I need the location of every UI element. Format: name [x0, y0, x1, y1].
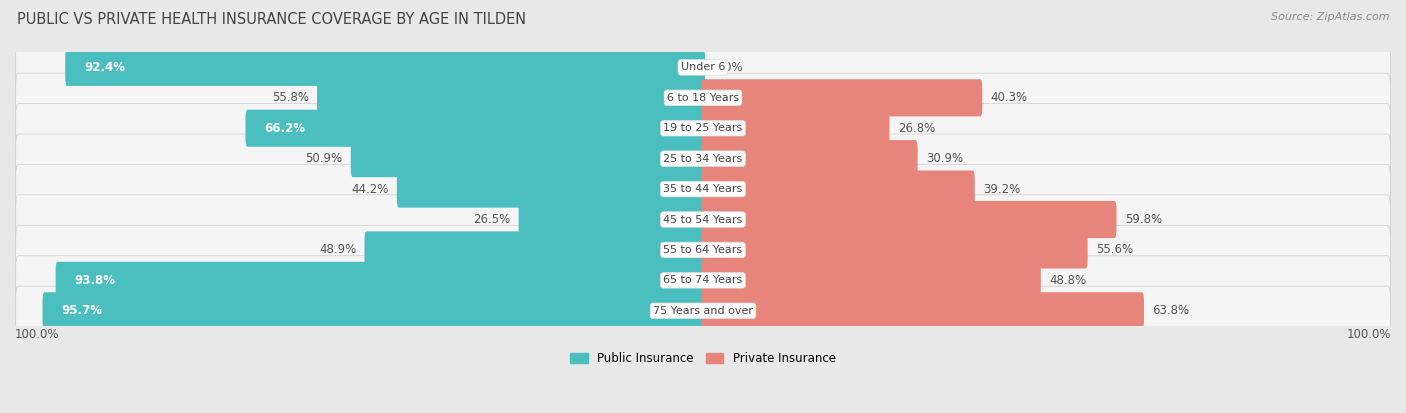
Text: 45 to 54 Years: 45 to 54 Years [664, 214, 742, 225]
FancyBboxPatch shape [350, 140, 704, 177]
Text: 63.8%: 63.8% [1153, 304, 1189, 317]
FancyBboxPatch shape [15, 256, 1391, 306]
FancyBboxPatch shape [15, 134, 1391, 183]
FancyBboxPatch shape [15, 43, 1391, 93]
FancyBboxPatch shape [396, 171, 704, 208]
Text: 48.8%: 48.8% [1049, 274, 1087, 287]
Text: 92.4%: 92.4% [84, 61, 125, 74]
Text: 75 Years and over: 75 Years and over [652, 306, 754, 316]
FancyBboxPatch shape [316, 79, 704, 116]
FancyBboxPatch shape [15, 226, 1391, 275]
FancyBboxPatch shape [15, 225, 1391, 275]
Text: 40.3%: 40.3% [991, 91, 1028, 104]
FancyBboxPatch shape [15, 256, 1391, 305]
FancyBboxPatch shape [15, 195, 1391, 244]
FancyBboxPatch shape [15, 165, 1391, 214]
FancyBboxPatch shape [702, 110, 890, 147]
Text: 39.2%: 39.2% [983, 183, 1021, 196]
Text: 100.0%: 100.0% [1347, 328, 1391, 341]
Text: 100.0%: 100.0% [15, 328, 59, 341]
FancyBboxPatch shape [15, 286, 1391, 335]
Text: 55.8%: 55.8% [271, 91, 309, 104]
FancyBboxPatch shape [65, 49, 704, 86]
FancyBboxPatch shape [15, 135, 1391, 184]
Text: 48.9%: 48.9% [319, 243, 356, 256]
Text: 25 to 34 Years: 25 to 34 Years [664, 154, 742, 164]
FancyBboxPatch shape [15, 104, 1391, 154]
Text: 6 to 18 Years: 6 to 18 Years [666, 93, 740, 103]
FancyBboxPatch shape [702, 171, 974, 208]
Text: 95.7%: 95.7% [62, 304, 103, 317]
FancyBboxPatch shape [364, 231, 704, 268]
FancyBboxPatch shape [15, 104, 1391, 153]
Text: 66.2%: 66.2% [264, 122, 305, 135]
FancyBboxPatch shape [15, 164, 1391, 214]
Text: 93.8%: 93.8% [75, 274, 115, 287]
FancyBboxPatch shape [56, 262, 704, 299]
FancyBboxPatch shape [702, 262, 1040, 299]
Text: 0.0%: 0.0% [713, 61, 742, 74]
FancyBboxPatch shape [15, 74, 1391, 123]
FancyBboxPatch shape [15, 43, 1391, 92]
FancyBboxPatch shape [702, 201, 1116, 238]
Text: 26.5%: 26.5% [472, 213, 510, 226]
Text: 44.2%: 44.2% [352, 183, 388, 196]
FancyBboxPatch shape [42, 292, 704, 329]
FancyBboxPatch shape [702, 79, 983, 116]
Text: 55 to 64 Years: 55 to 64 Years [664, 245, 742, 255]
Text: Under 6: Under 6 [681, 62, 725, 72]
Text: PUBLIC VS PRIVATE HEALTH INSURANCE COVERAGE BY AGE IN TILDEN: PUBLIC VS PRIVATE HEALTH INSURANCE COVER… [17, 12, 526, 27]
Text: 30.9%: 30.9% [927, 152, 963, 165]
FancyBboxPatch shape [15, 73, 1391, 123]
FancyBboxPatch shape [246, 110, 704, 147]
Text: 55.6%: 55.6% [1095, 243, 1133, 256]
Text: 59.8%: 59.8% [1125, 213, 1161, 226]
FancyBboxPatch shape [702, 292, 1144, 329]
FancyBboxPatch shape [15, 287, 1391, 336]
FancyBboxPatch shape [519, 201, 704, 238]
Text: Source: ZipAtlas.com: Source: ZipAtlas.com [1271, 12, 1389, 22]
Legend: Public Insurance, Private Insurance: Public Insurance, Private Insurance [565, 347, 841, 369]
FancyBboxPatch shape [702, 231, 1088, 268]
Text: 50.9%: 50.9% [305, 152, 343, 165]
Text: 65 to 74 Years: 65 to 74 Years [664, 275, 742, 285]
Text: 19 to 25 Years: 19 to 25 Years [664, 123, 742, 133]
FancyBboxPatch shape [702, 140, 918, 177]
Text: 26.8%: 26.8% [897, 122, 935, 135]
FancyBboxPatch shape [15, 195, 1391, 245]
Text: 35 to 44 Years: 35 to 44 Years [664, 184, 742, 194]
